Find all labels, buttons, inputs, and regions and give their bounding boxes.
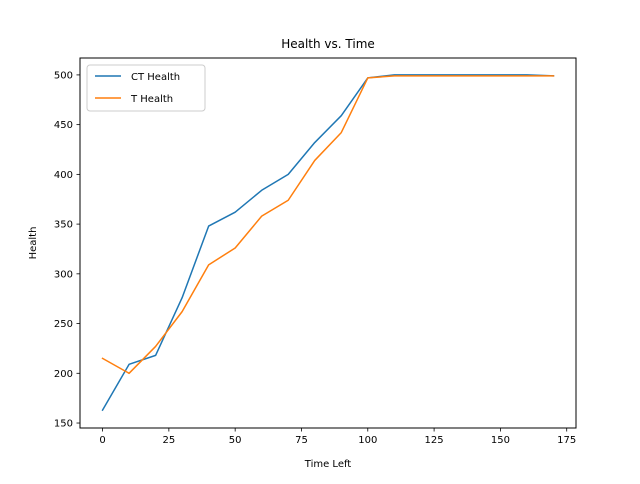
y-axis-label: Health [28,227,39,260]
y-tick-label: 450 [54,120,73,131]
y-tick-label: 200 [54,369,73,380]
series-line-1 [101,74,555,412]
x-tick-label: 50 [229,435,242,446]
x-tick-label: 175 [557,435,576,446]
y-tick-label: 150 [54,419,73,430]
legend-label-1: CT Health [131,72,180,83]
y-tick-label: 300 [54,269,73,280]
legend-label-2: T Health [130,94,173,105]
plot-lines [101,74,555,412]
series-line-2 [101,75,555,375]
legend: CT Health T Health [86,64,206,112]
x-tick-label: 75 [295,435,308,446]
x-axis-label: Time Left [304,459,352,470]
x-tick-label: 125 [425,435,444,446]
x-tick-label: 100 [358,435,377,446]
y-axis: 150 200 250 300 350 400 450 500 [54,70,80,430]
y-tick-label: 250 [54,319,73,330]
chart-title: Health vs. Time [281,37,375,51]
x-tick-label: 25 [162,435,175,446]
y-tick-label: 400 [54,170,73,181]
x-tick-label: 0 [99,435,105,446]
y-tick-label: 500 [54,70,73,81]
plot-area-frame [79,57,577,429]
x-tick-label: 150 [491,435,510,446]
y-tick-label: 350 [54,220,73,231]
x-axis: 0 25 50 75 100 125 150 175 [99,428,576,446]
